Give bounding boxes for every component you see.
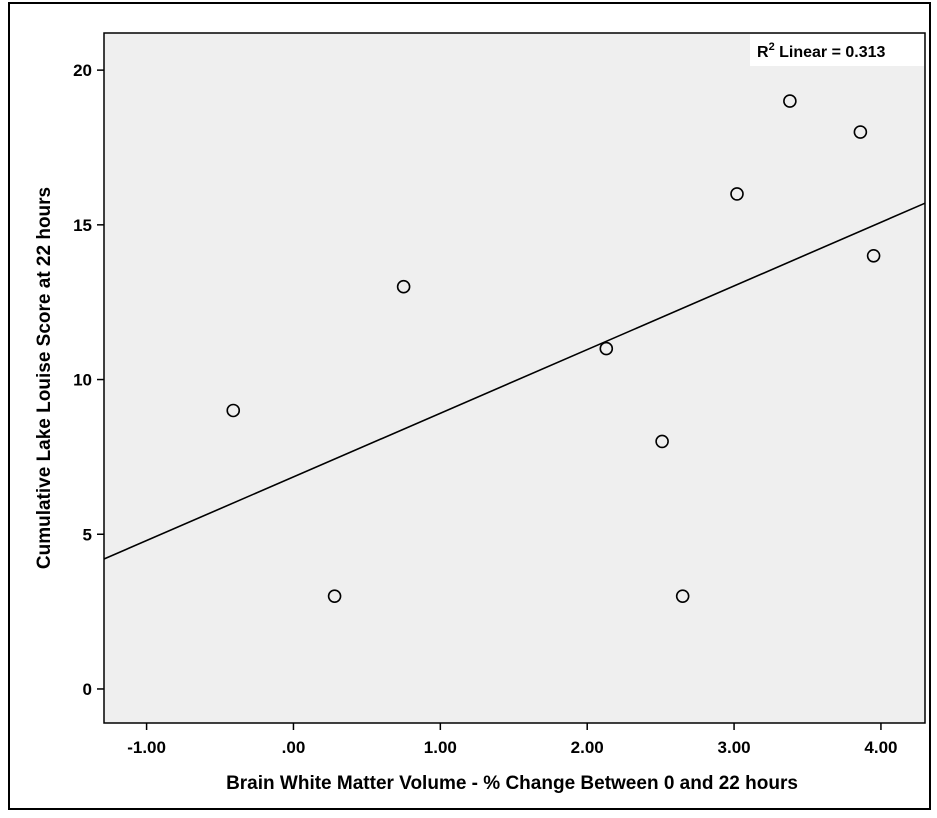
plot-area <box>103 32 926 724</box>
r2-superscript: 2 <box>769 41 775 53</box>
r2-annotation-box <box>750 34 924 66</box>
x-tick-label: 1.00 <box>424 738 457 757</box>
x-tick-label: .00 <box>282 738 306 757</box>
x-tick-label: 2.00 <box>571 738 604 757</box>
y-tick-label: 0 <box>83 680 92 699</box>
data-point <box>327 589 342 603</box>
data-point <box>675 589 690 603</box>
r2-annotation: R2 Linear = 0.313 <box>757 41 886 61</box>
data-point <box>866 248 881 263</box>
x-tick-label: 4.00 <box>864 738 897 757</box>
x-tick-label: -1.00 <box>127 738 166 757</box>
y-tick-label: 20 <box>73 61 92 80</box>
x-tick-label: 3.00 <box>718 738 751 757</box>
regression-line <box>103 202 926 560</box>
data-point <box>853 125 868 139</box>
data-point <box>396 279 411 294</box>
data-point <box>655 434 669 449</box>
data-point <box>226 403 241 418</box>
x-axis-title: Brain White Matter Volume - % Change Bet… <box>226 773 798 794</box>
data-point <box>730 187 744 201</box>
y-tick-label: 15 <box>73 216 92 235</box>
y-axis-title: Cumulative Lake Louise Score at 22 hours <box>34 187 55 569</box>
y-tick-label: 10 <box>73 371 92 390</box>
data-point <box>599 341 614 356</box>
data-point <box>783 94 797 108</box>
y-tick-label: 5 <box>83 525 92 544</box>
